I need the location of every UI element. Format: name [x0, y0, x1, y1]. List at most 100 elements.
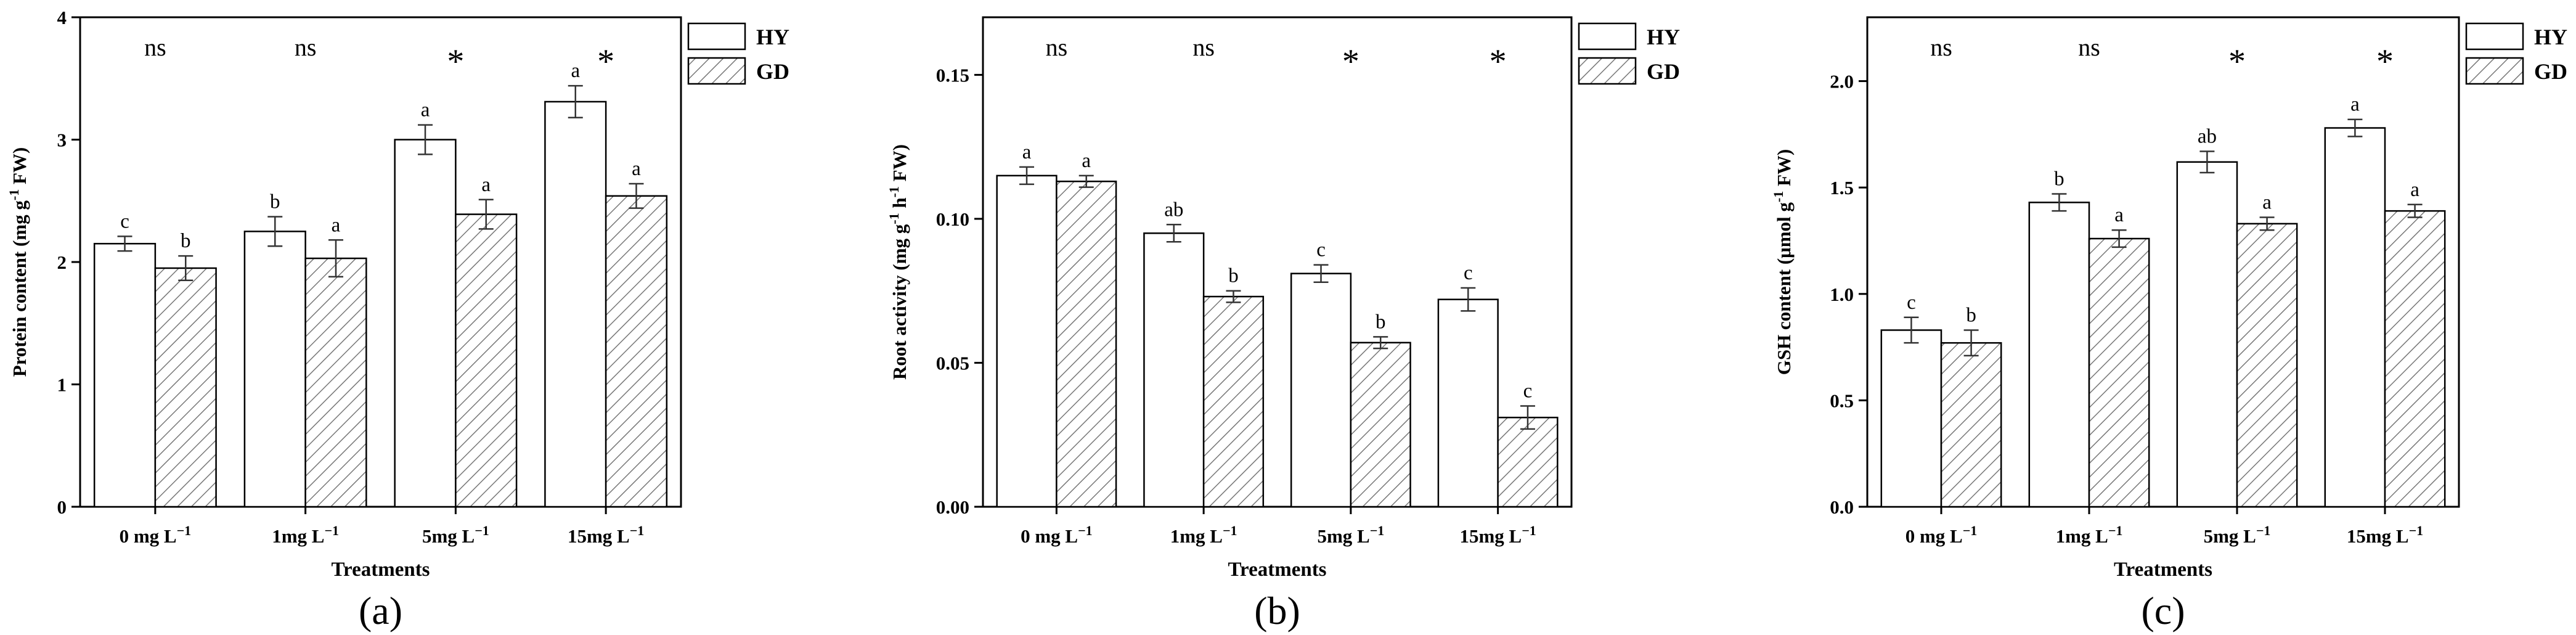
- bar-letter: b: [2054, 168, 2064, 190]
- bar-letter: a: [2114, 204, 2124, 226]
- significance-marker: ns: [1930, 33, 1952, 61]
- x-tick-label: 15mg L−1: [1459, 523, 1536, 547]
- legend-swatch-gd: [687, 57, 746, 85]
- y-tick-label: 0: [57, 496, 67, 518]
- bar-gd: [605, 195, 668, 508]
- bar-letter: a: [2262, 192, 2272, 214]
- legend-label-gd: GD: [1647, 59, 1680, 84]
- y-axis-label: Protein content (mg g-1 FW): [6, 147, 30, 377]
- y-tick-label: 1.5: [1830, 177, 1854, 199]
- x-tick-label: 5mg L−1: [1317, 523, 1384, 547]
- significance-marker: ns: [1192, 33, 1215, 61]
- legend-swatch-gd: [1578, 57, 1637, 85]
- bar-hy: [1290, 272, 1352, 508]
- significance-marker: ns: [144, 33, 166, 61]
- y-axis-label: GSH content (μmol g-1 FW): [1771, 149, 1795, 375]
- y-tick-label: 0.5: [1830, 390, 1854, 411]
- x-tick-label: 0 mg L−1: [1906, 523, 1978, 547]
- chart-panel-3: 0.0 0.5 1.0 1.5 2.0 GSH content (μmol g-1 FW)…: [1771, 16, 2567, 633]
- bar-letter: b: [1376, 311, 1386, 333]
- bar-gd: [1056, 180, 1117, 508]
- legend-swatch-hy: [687, 22, 746, 51]
- bar-hy: [2324, 127, 2386, 508]
- bar-letter: a: [2410, 179, 2419, 201]
- significance-marker: *: [597, 43, 614, 81]
- bar-letter: a: [1022, 141, 1032, 163]
- bar-gd: [154, 267, 217, 508]
- plot-frame: [1866, 16, 2460, 508]
- y-tick-label: 0.00: [936, 496, 969, 518]
- chart-panel-2: 0.00 0.05 0.10 0.15 Root activity (mg g-1 h-…: [886, 16, 1680, 633]
- y-tick-label: 0.15: [936, 64, 969, 86]
- x-tick-label: 1mg L−1: [1170, 523, 1237, 547]
- significance-marker: *: [2376, 43, 2394, 81]
- bar-hy: [2028, 202, 2090, 508]
- x-axis-label: Treatments: [1228, 559, 1326, 581]
- bar-letter: c: [1907, 292, 1916, 314]
- bar-letter: a: [1082, 150, 1091, 172]
- legend-label-gd: GD: [2534, 59, 2567, 84]
- x-tick-label: 1mg L−1: [2056, 523, 2123, 547]
- bar-letter: b: [1966, 304, 1976, 326]
- legend-label-hy: HY: [1647, 25, 1680, 49]
- bar-letter: a: [481, 174, 491, 196]
- chart-panel-1: 0 1 2 3 4 Protein content (mg g-1 FW) c b ns 0 mg…: [6, 7, 789, 633]
- y-tick-label: 1: [57, 374, 67, 396]
- legend-swatch-hy: [2465, 22, 2524, 51]
- bar-gd: [455, 213, 518, 508]
- bar-letter: a: [632, 158, 641, 180]
- y-tick-label: 0.0: [1830, 496, 1854, 518]
- legend-label-hy: HY: [756, 25, 789, 49]
- y-tick-label: 4: [57, 7, 67, 28]
- bar-letter: c: [1523, 380, 1533, 403]
- bar-hy: [93, 242, 157, 508]
- x-tick-label: 0 mg L−1: [1021, 523, 1093, 547]
- x-tick-label: 0 mg L−1: [120, 523, 192, 547]
- legend-swatch-gd: [2465, 57, 2524, 85]
- x-axis-label: Treatments: [2114, 559, 2212, 581]
- bar-letter: a: [2350, 94, 2360, 116]
- bar-hy: [394, 139, 457, 508]
- bar-gd: [2384, 210, 2446, 508]
- significance-marker: *: [1490, 43, 1507, 81]
- bar-hy: [544, 100, 607, 508]
- chart-panels: 0 1 2 3 4 Protein content (mg g-1 FW) c b ns 0 mg…: [6, 7, 2567, 633]
- bar-letter: b: [270, 191, 280, 213]
- bar-gd: [2236, 223, 2298, 508]
- x-tick-label: 15mg L−1: [568, 523, 644, 547]
- bar-letter: a: [421, 99, 430, 121]
- x-tick-label: 5mg L−1: [2204, 523, 2271, 547]
- panel-label: (b): [1254, 589, 1300, 633]
- bar-gd: [1497, 416, 1559, 508]
- bar-letter: c: [120, 210, 129, 232]
- bar-hy: [1143, 232, 1205, 508]
- plot-frame: [982, 16, 1573, 508]
- significance-marker: ns: [2078, 33, 2100, 61]
- legend-label-gd: GD: [756, 59, 789, 84]
- significance-marker: *: [2228, 43, 2246, 81]
- bar-gd: [2088, 237, 2150, 508]
- y-tick-label: 1.0: [1830, 284, 1854, 305]
- significance-marker: ns: [295, 33, 317, 61]
- bar-hy: [243, 231, 306, 508]
- x-axis-label: Treatments: [331, 559, 430, 581]
- legend-label-hy: HY: [2534, 25, 2567, 49]
- bar-gd: [1350, 342, 1411, 508]
- bar-letter: a: [571, 60, 580, 82]
- bar-letter: ab: [1164, 199, 1183, 221]
- y-tick-label: 2.0: [1830, 71, 1854, 92]
- bar-letter: b: [1228, 265, 1239, 287]
- y-tick-label: 0.10: [936, 208, 969, 230]
- significance-marker: *: [447, 43, 464, 81]
- y-tick-label: 0.05: [936, 352, 969, 374]
- legend-swatch-hy: [1578, 22, 1637, 51]
- x-tick-label: 1mg L−1: [272, 523, 339, 547]
- y-tick-label: 3: [57, 129, 67, 151]
- bar-letter: a: [332, 214, 341, 236]
- panel-label: (a): [359, 589, 402, 633]
- bar-gd: [1202, 295, 1265, 508]
- bar-hy: [1437, 298, 1499, 508]
- bar-letter: b: [181, 230, 191, 252]
- bar-letter: ab: [2198, 125, 2217, 147]
